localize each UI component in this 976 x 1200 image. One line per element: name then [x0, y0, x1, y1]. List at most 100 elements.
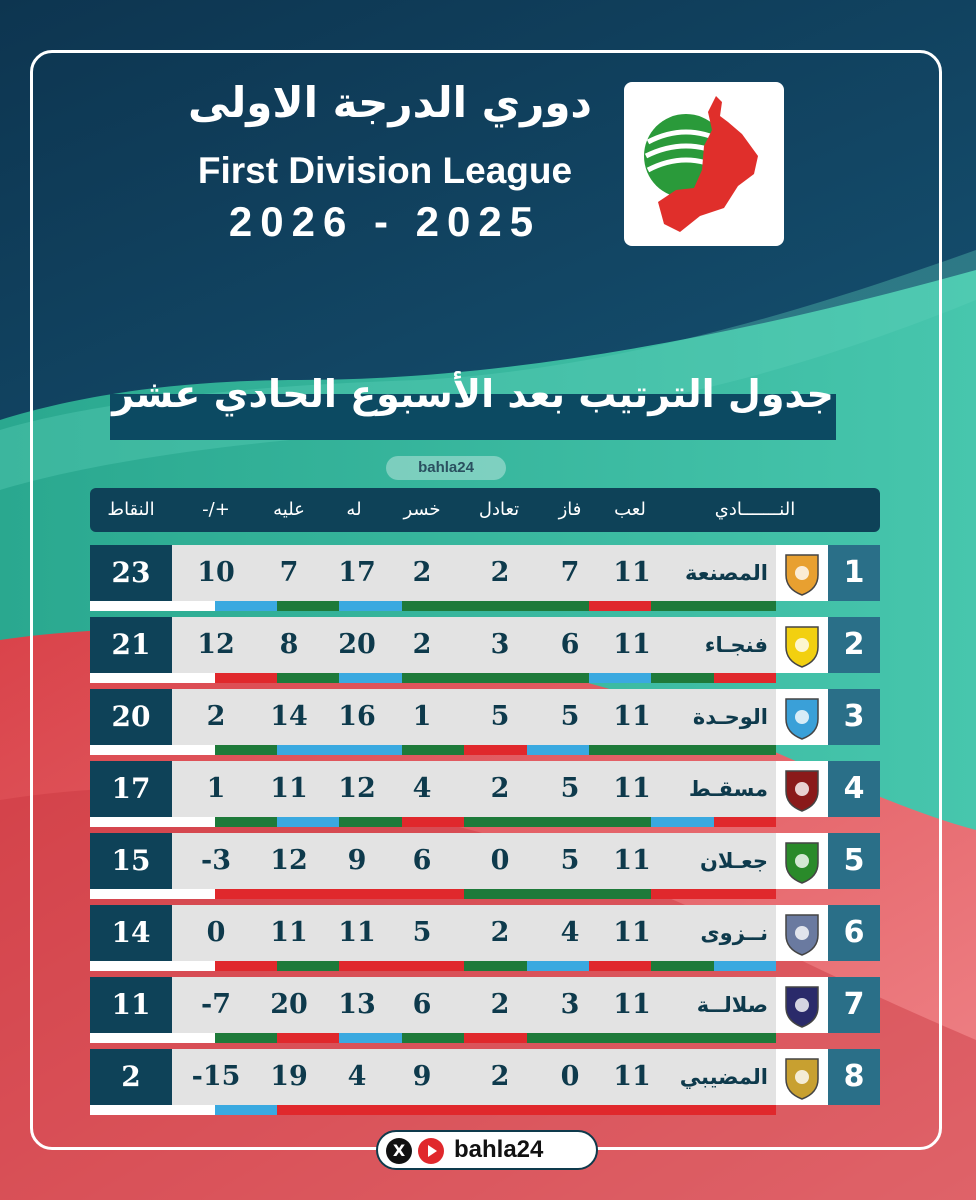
- form-stripe-segment: [214, 1033, 278, 1043]
- cell-goals-for: 4: [347, 1061, 367, 1092]
- footer-social-pill: X bahla24: [376, 1130, 598, 1170]
- table-row: 20 2 14 16 1 5 5 11 الوحـدة 3: [90, 689, 880, 755]
- form-stripe-segment: [339, 961, 403, 971]
- form-stripe-segment: [713, 961, 777, 971]
- team-crest-icon: [776, 833, 828, 889]
- cell-points: 17: [90, 761, 172, 817]
- form-stripe-segment: [277, 673, 340, 683]
- form-stripe-segment: [90, 817, 153, 827]
- form-stripe-segment: [277, 1105, 340, 1115]
- cell-played: 11: [613, 773, 651, 804]
- cell-points: 20: [90, 689, 172, 745]
- row-stats-panel: [172, 545, 776, 601]
- form-stripe-segment: [464, 889, 528, 899]
- form-stripe-segment: [152, 673, 216, 683]
- form-stripe-segment: [651, 673, 715, 683]
- cell-played: 11: [613, 701, 651, 732]
- form-stripe-segment: [90, 1033, 153, 1043]
- cell-goals-for: 9: [347, 845, 367, 876]
- cell-points: 15: [90, 833, 172, 889]
- cell-lost: 5: [412, 917, 432, 948]
- form-stripe-segment: [90, 961, 153, 971]
- form-stripe-segment: [401, 745, 465, 755]
- form-stripe-segment: [401, 817, 465, 827]
- form-stripe-segment: [464, 961, 528, 971]
- form-stripe-segment: [651, 601, 715, 611]
- cell-rank: 5: [828, 833, 880, 889]
- form-stripe-segment: [152, 817, 216, 827]
- form-stripe-segment: [651, 889, 715, 899]
- form-stripe-segment: [152, 601, 216, 611]
- cell-drawn: 2: [490, 773, 510, 804]
- cell-points: 14: [90, 905, 172, 961]
- form-stripe-segment: [526, 817, 590, 827]
- header-won: فاز: [558, 499, 582, 520]
- cell-lost: 2: [412, 557, 432, 588]
- cell-points: 23: [90, 545, 172, 601]
- form-stripe-segment: [526, 601, 590, 611]
- cell-played: 11: [613, 1061, 651, 1092]
- form-stripe-segment: [464, 601, 528, 611]
- form-stripe-segment: [713, 889, 777, 899]
- season-label: 2026 - 2025: [228, 198, 542, 245]
- header-goals-against: عليه: [273, 499, 305, 520]
- form-stripe-segment: [339, 889, 403, 899]
- form-stripe-segment: [464, 673, 528, 683]
- form-stripe-segment: [339, 745, 403, 755]
- form-stripe-segment: [526, 1105, 590, 1115]
- table-row: 11 -7 20 13 6 2 3 11 صلالــة 7: [90, 977, 880, 1043]
- form-stripe-segment: [214, 889, 278, 899]
- form-stripe-segment: [152, 889, 216, 899]
- table-row: 2 -15 19 4 9 2 0 11 المضيبي 8: [90, 1049, 880, 1115]
- team-crest-icon: [776, 689, 828, 745]
- title-english: First Division League: [197, 150, 573, 191]
- team-crest-icon: [776, 761, 828, 817]
- cell-goals-against: 12: [270, 845, 308, 876]
- cell-drawn: 2: [490, 917, 510, 948]
- form-stripe-segment: [651, 745, 715, 755]
- cell-rank: 3: [828, 689, 880, 745]
- form-stripe-segment: [277, 817, 340, 827]
- form-stripe-segment: [588, 745, 652, 755]
- form-stripe-segment: [464, 1033, 528, 1043]
- cell-goals-against: 19: [270, 1061, 308, 1092]
- form-stripe-segment: [713, 817, 777, 827]
- form-stripe-segment: [526, 1033, 590, 1043]
- form-stripe-segment: [214, 817, 278, 827]
- cell-won: 5: [560, 773, 580, 804]
- cell-won: 5: [560, 845, 580, 876]
- header-played: لعب: [614, 499, 646, 520]
- form-stripe-segment: [588, 673, 652, 683]
- cell-drawn: 2: [490, 989, 510, 1020]
- cell-played: 11: [613, 845, 651, 876]
- cell-goal-difference: 12: [197, 629, 235, 660]
- cell-won: 4: [560, 917, 580, 948]
- form-stripe-segment: [713, 1105, 777, 1115]
- team-crest-icon: [776, 905, 828, 961]
- form-stripe-segment: [401, 1105, 465, 1115]
- header-goal-difference: +/-: [202, 499, 230, 520]
- table-row: 14 0 11 11 5 2 4 11 نــزوى 6: [90, 905, 880, 971]
- form-stripe-segment: [651, 961, 715, 971]
- form-stripe-segment: [90, 601, 153, 611]
- form-stripe-segment: [339, 601, 403, 611]
- form-stripe-segment: [464, 817, 528, 827]
- form-stripe-segment: [90, 889, 153, 899]
- row-stats-panel: [172, 1049, 776, 1105]
- cell-points: 2: [90, 1049, 172, 1105]
- cell-lost: 2: [412, 629, 432, 660]
- header-goals-for: له: [346, 499, 362, 520]
- form-stripe-segment: [339, 817, 403, 827]
- row-stats-panel: [172, 689, 776, 745]
- cell-played: 11: [613, 629, 651, 660]
- cell-goal-difference: 1: [206, 773, 226, 804]
- watermark-text: bahla24: [418, 459, 474, 476]
- cell-goals-against: 7: [279, 557, 299, 588]
- header-points: النقاط: [107, 499, 155, 520]
- cell-rank: 7: [828, 977, 880, 1033]
- team-crest-icon: [776, 1049, 828, 1105]
- form-stripe-segment: [713, 601, 777, 611]
- header-club: النـــــــادي: [714, 499, 796, 520]
- form-stripe-segment: [90, 745, 153, 755]
